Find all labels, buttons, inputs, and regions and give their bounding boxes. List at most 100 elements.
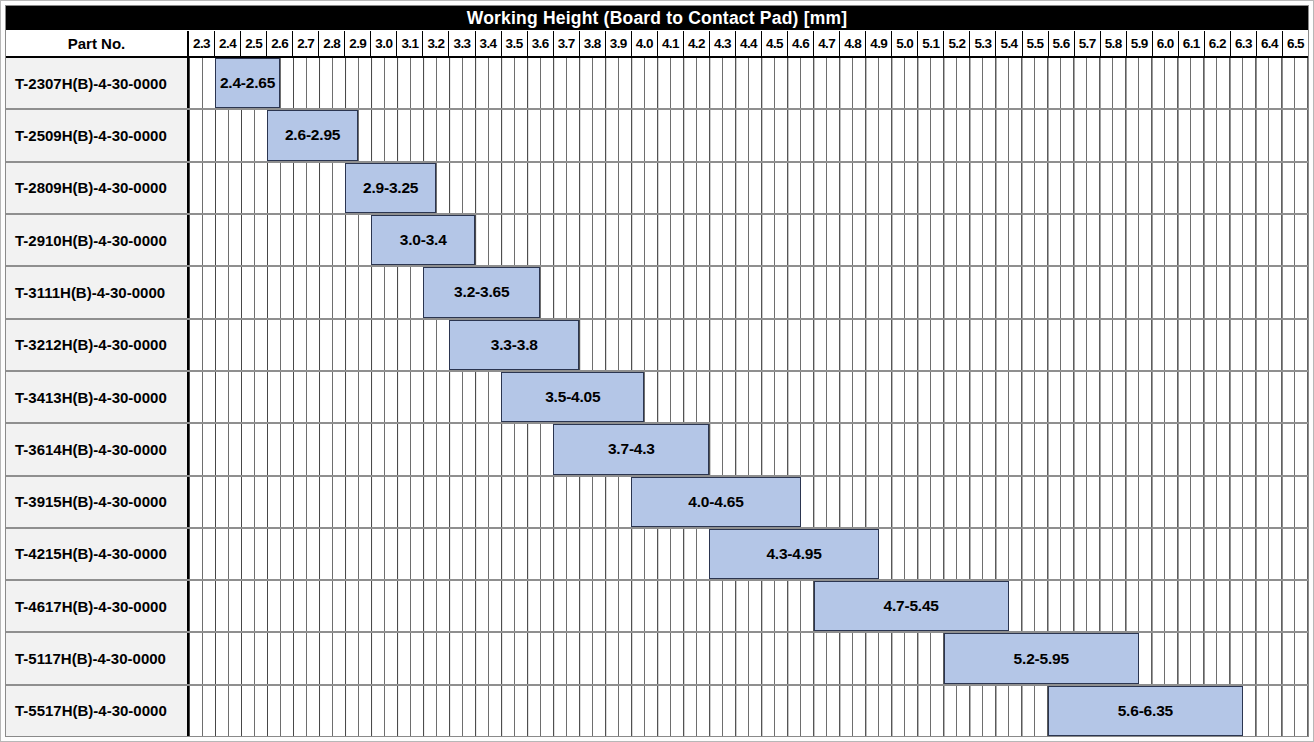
axis-tick: 4.7: [813, 31, 839, 56]
table-row: T-5517H(B)-4-30-0000 5.6-6.35: [6, 684, 1308, 736]
grid-area: 4.3-4.95: [189, 529, 1308, 579]
axis-tick: 4.6: [787, 31, 813, 56]
axis-header-row: Part No. 2.32.42.52.62.72.82.93.03.13.23…: [6, 31, 1308, 58]
part-no-label: T-3212H(B)-4-30-0000: [6, 320, 189, 370]
working-height-range-bar: 5.2-5.95: [944, 633, 1139, 683]
axis-tick: 5.3: [969, 31, 995, 56]
table-row: T-3212H(B)-4-30-0000 3.3-3.8: [6, 318, 1308, 370]
axis-tick: 3.3: [448, 31, 474, 56]
axis-tick: 4.0: [631, 31, 657, 56]
axis-tick: 5.8: [1100, 31, 1126, 56]
axis-tick: 3.4: [475, 31, 501, 56]
grid-area: 2.6-2.95: [189, 110, 1308, 160]
grid-area: 4.0-4.65: [189, 477, 1308, 527]
axis-tick: 2.5: [240, 31, 266, 56]
working-height-range-bar: 4.7-5.45: [814, 581, 1009, 631]
range-bar-label: 3.5-4.05: [545, 388, 600, 406]
grid-area: 3.0-3.4: [189, 215, 1308, 265]
axis-tick: 4.8: [839, 31, 865, 56]
axis-tick: 4.1: [657, 31, 683, 56]
axis-tick: 5.1: [917, 31, 943, 56]
axis-tick: 4.2: [683, 31, 709, 56]
part-no-label: T-5117H(B)-4-30-0000: [6, 633, 189, 683]
axis-tick: 3.1: [396, 31, 422, 56]
table-row: T-4617H(B)-4-30-0000 4.7-5.45: [6, 579, 1308, 631]
axis-tick: 6.3: [1230, 31, 1256, 56]
axis-tick: 4.9: [865, 31, 891, 56]
grid-area: 3.7-4.3: [189, 424, 1308, 474]
axis-tick: 6.5: [1282, 31, 1308, 56]
range-bar-label: 5.2-5.95: [1014, 650, 1069, 668]
axis-tick: 3.5: [501, 31, 527, 56]
working-height-range-bar: 4.3-4.95: [709, 529, 878, 579]
axis-tick: 6.0: [1152, 31, 1178, 56]
range-bar-label: 4.3-4.95: [766, 545, 821, 563]
part-no-label: T-2307H(B)-4-30-0000: [6, 58, 189, 108]
axis-tick: 6.2: [1204, 31, 1230, 56]
grid-area: 2.9-3.25: [189, 163, 1308, 213]
part-no-label: T-3413H(B)-4-30-0000: [6, 372, 189, 422]
part-no-label: T-5517H(B)-4-30-0000: [6, 686, 189, 736]
range-bar-label: 3.2-3.65: [454, 283, 509, 301]
range-bar-label: 5.6-6.35: [1118, 702, 1173, 720]
grid-area: 3.5-4.05: [189, 372, 1308, 422]
axis-tick: 5.6: [1048, 31, 1074, 56]
axis-tick: 2.6: [266, 31, 292, 56]
working-height-range-bar: 2.4-2.65: [215, 58, 280, 108]
part-no-label: T-3915H(B)-4-30-0000: [6, 477, 189, 527]
axis-tick: 2.8: [318, 31, 344, 56]
range-bar-label: 3.0-3.4: [400, 231, 447, 249]
axis-tick-row: 2.32.42.52.62.72.82.93.03.13.23.33.43.53…: [189, 31, 1308, 56]
axis-tick: 5.4: [995, 31, 1021, 56]
axis-tick: 2.9: [344, 31, 370, 56]
part-no-label: T-4617H(B)-4-30-0000: [6, 581, 189, 631]
range-bar-label: 3.7-4.3: [608, 440, 655, 458]
axis-tick: 2.7: [292, 31, 318, 56]
table-row: T-2509H(B)-4-30-0000 2.6-2.95: [6, 108, 1308, 160]
grid-area: 2.4-2.65: [189, 58, 1308, 108]
working-height-range-bar: 3.5-4.05: [501, 372, 644, 422]
working-height-range-bar: 5.6-6.35: [1048, 686, 1243, 736]
table-row: T-2307H(B)-4-30-0000 2.4-2.65: [6, 58, 1308, 108]
axis-tick: 4.4: [735, 31, 761, 56]
working-height-range-bar: 2.9-3.25: [345, 163, 436, 213]
axis-tick: 5.2: [943, 31, 969, 56]
part-no-label: T-2910H(B)-4-30-0000: [6, 215, 189, 265]
working-height-range-bar: 3.3-3.8: [449, 320, 579, 370]
axis-tick: 3.8: [579, 31, 605, 56]
axis-tick: 3.9: [605, 31, 631, 56]
working-height-range-bar: 3.0-3.4: [371, 215, 475, 265]
part-no-column-header: Part No.: [6, 31, 189, 56]
axis-tick: 5.7: [1074, 31, 1100, 56]
table-row: T-5117H(B)-4-30-0000 5.2-5.95: [6, 631, 1308, 683]
part-no-label: T-4215H(B)-4-30-0000: [6, 529, 189, 579]
working-height-range-chart: Working Height (Board to Contact Pad) [m…: [0, 0, 1314, 742]
table-row: T-3111H(B)-4-30-0000 3.2-3.65: [6, 265, 1308, 317]
part-no-label: T-2809H(B)-4-30-0000: [6, 163, 189, 213]
grid-area: 4.7-5.45: [189, 581, 1308, 631]
table-row: T-3413H(B)-4-30-0000 3.5-4.05: [6, 370, 1308, 422]
table-row: T-2809H(B)-4-30-0000 2.9-3.25: [6, 161, 1308, 213]
range-bar-label: 2.9-3.25: [363, 179, 418, 197]
grid-area: 5.6-6.35: [189, 686, 1308, 736]
axis-tick: 4.5: [761, 31, 787, 56]
part-no-label: T-2509H(B)-4-30-0000: [6, 110, 189, 160]
chart-table: Working Height (Board to Contact Pad) [m…: [5, 5, 1309, 737]
grid-area: 5.2-5.95: [189, 633, 1308, 683]
working-height-range-bar: 3.2-3.65: [423, 267, 540, 317]
axis-tick: 3.0: [370, 31, 396, 56]
axis-tick: 3.6: [527, 31, 553, 56]
range-bar-label: 2.6-2.95: [285, 126, 340, 144]
part-no-label: T-3111H(B)-4-30-0000: [6, 267, 189, 317]
working-height-range-bar: 3.7-4.3: [553, 424, 709, 474]
axis-tick: 5.5: [1022, 31, 1048, 56]
grid-area: 3.2-3.65: [189, 267, 1308, 317]
range-bar-label: 3.3-3.8: [491, 336, 538, 354]
axis-tick: 5.9: [1126, 31, 1152, 56]
range-bar-label: 4.0-4.65: [688, 493, 743, 511]
chart-rows: T-2307H(B)-4-30-00002.4-2.65T-2509H(B)-4…: [6, 58, 1308, 736]
axis-tick: 6.4: [1256, 31, 1282, 56]
part-no-label: T-3614H(B)-4-30-0000: [6, 424, 189, 474]
table-row: T-3915H(B)-4-30-0000 4.0-4.65: [6, 475, 1308, 527]
axis-tick: 5.0: [891, 31, 917, 56]
